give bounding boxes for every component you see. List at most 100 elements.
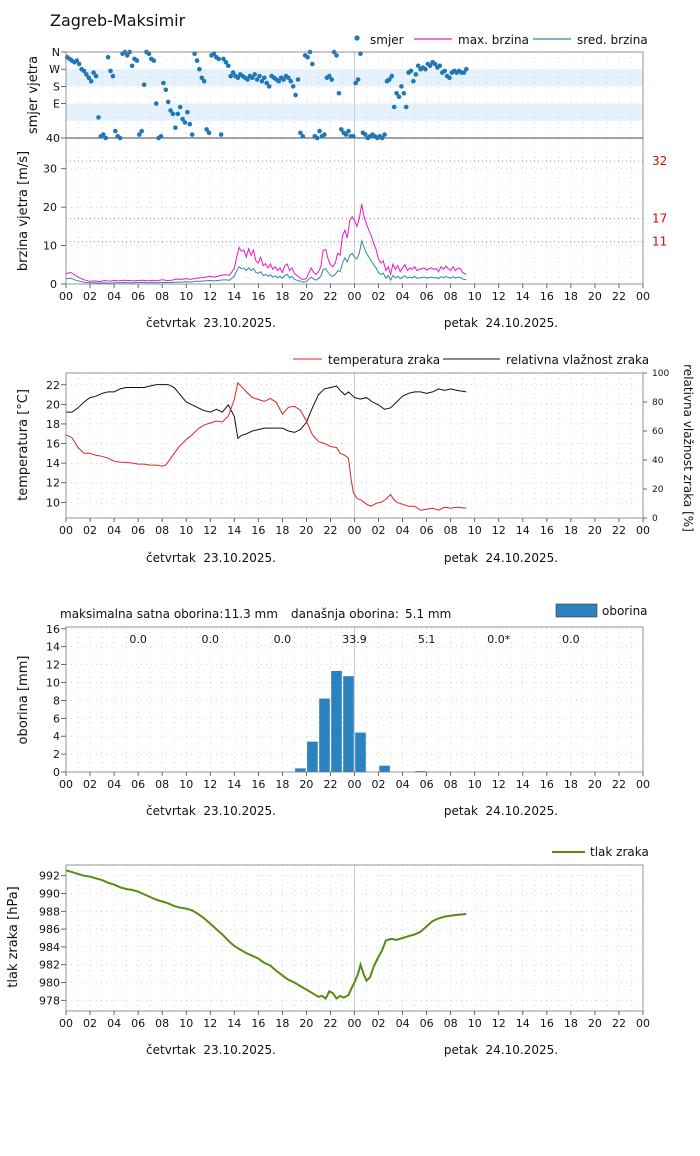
x-tick-label: 00 [59,778,73,791]
direction-point [387,77,392,82]
x-tick-label: 14 [227,778,241,791]
x-tick-label: 20 [299,524,313,537]
direction-point [413,72,419,77]
period-total: 0.0 [202,633,220,646]
temperature-tick-label: 18 [46,418,60,431]
direction-point [165,99,171,105]
period-total: 0.0 [274,633,292,646]
x-tick-label: 08 [155,290,169,303]
temperature-panel: temperatura zraka relativna vlažnost zra… [16,353,695,565]
x-tick-label: 16 [540,290,554,303]
humidity-line [66,384,467,440]
humidity-tick-label: 20 [652,485,664,495]
x-tick-label: 08 [444,778,458,791]
period-total: 5.1 [418,633,436,646]
x-tick-label: 12 [492,524,506,537]
direction-point [216,56,221,62]
reference-value: 11 [652,235,667,249]
direction-point [379,135,385,141]
direction-tick-label: W [49,63,60,76]
direction-point [427,63,433,69]
x-tick-label: 02 [372,1017,386,1030]
avg-speed-line [65,239,467,284]
direction-point [391,104,397,110]
reference-value: 32 [652,154,667,168]
max-hourly-precip-label: maksimalna satna oborina: [60,607,223,621]
temperature-tick-label: 14 [46,457,60,470]
precip-tick-label: 8 [53,694,60,707]
pressure-tick-label: 990 [39,887,60,900]
pressure-axis-title: tlak zraka [hPa] [6,886,21,987]
temperature-line [65,381,467,511]
x-tick-label: 10 [468,1017,482,1030]
direction-point [339,127,344,132]
pressure-tick-label: 980 [39,977,60,990]
direction-point [411,78,416,84]
wind-speed-legend: max. brzina sred. brzina [414,33,648,47]
x-tick-label: 10 [468,778,482,791]
period-total: 33.9 [342,633,367,646]
x-tick-label: 22 [612,290,626,303]
direction-point [134,58,140,63]
humidity-tick-label: 40 [652,456,664,466]
direction-point [245,77,250,82]
legend-direction-marker [354,35,360,41]
period-total: 0.0 [129,633,147,646]
x-tick-label: 14 [516,778,530,791]
temperature-tick-label: 22 [46,379,60,392]
x-tick-label: 14 [227,524,241,537]
direction-point [153,101,159,106]
direction-point [358,51,363,56]
x-tick-label: 04 [107,778,121,791]
direction-point [76,61,82,67]
legend-avg-label: sred. brzina [577,33,648,47]
x-tick-label: 04 [396,778,410,791]
x-tick-label: 04 [396,524,410,537]
direction-point [432,61,438,67]
direction-point [343,132,349,137]
x-tick-label: 06 [420,524,434,537]
x-tick-label: 22 [323,524,337,537]
direction-point [314,135,320,141]
x-tick-label: 20 [299,778,313,791]
direction-point [295,77,301,82]
x-tick-label: 16 [251,524,265,537]
x-tick-label: 06 [420,1017,434,1030]
direction-point [276,78,282,84]
direction-point [218,132,224,137]
humidity-axis-title: relativna vlažnost zraka [%] [681,364,695,532]
speed-tick-label: 30 [43,163,57,176]
legend-max-label: max. brzina [458,33,529,47]
direction-point [74,58,80,63]
x-tick-label: 06 [131,778,145,791]
precip-bar [307,741,318,772]
x-tick-label: 00 [348,524,362,537]
direction-point [161,80,166,86]
legend-temp-label: temperatura zraka [328,353,440,367]
direction-point [346,128,351,134]
x-tick-label: 02 [83,524,97,537]
direction-point [281,77,286,82]
direction-point [290,84,296,89]
x-tick-label: 08 [155,778,169,791]
x-tick-label: 10 [179,778,193,791]
direction-point [101,132,106,137]
x-tick-label: 04 [107,524,121,537]
x-tick-label: 08 [444,1017,458,1030]
legend-rain-label: oborina [602,604,648,618]
x-tick-label: 12 [203,778,217,791]
direction-point [298,130,303,136]
direction-point [141,82,147,87]
direction-point [226,63,231,69]
precip-tick-label: 6 [53,712,60,725]
x-tick-label: 14 [516,524,530,537]
x-tick-label: 02 [372,778,386,791]
x-tick-label: 16 [540,1017,554,1030]
x-tick-label: 04 [396,1017,410,1030]
direction-point [305,54,310,60]
direction-point [286,75,291,81]
x-tick-label: 00 [636,290,650,303]
period-total: 0.0* [487,633,510,646]
direction-point [257,73,262,79]
direction-point [322,132,327,137]
